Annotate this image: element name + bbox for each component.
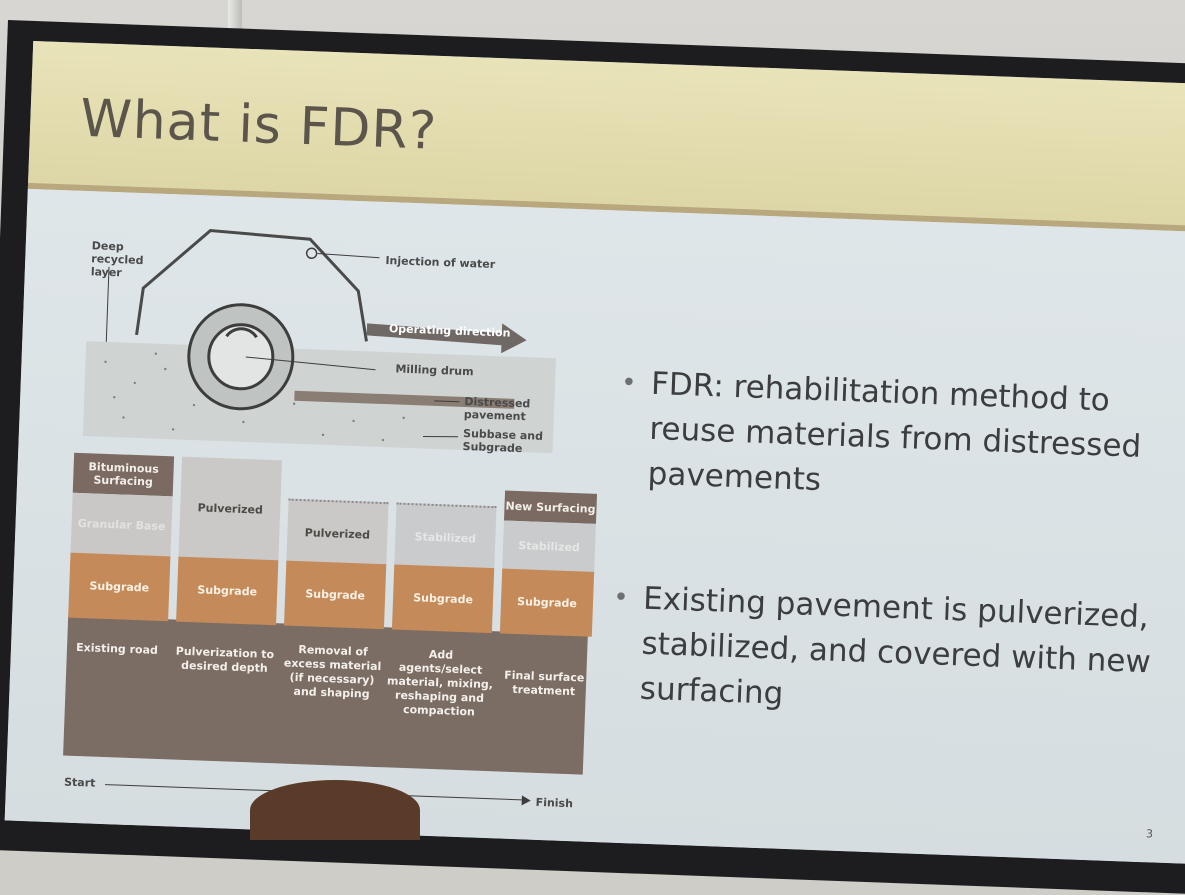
layer-new-surfacing: New Surfacing <box>503 490 598 524</box>
distressed-layer <box>294 390 515 409</box>
layer-pulverized: Pulverized <box>286 498 389 567</box>
layer-subgrade: Subgrade <box>391 564 495 634</box>
bullet-item: • Existing pavement is pulverized, stabi… <box>609 576 1174 731</box>
page-number: 3 <box>1145 827 1154 841</box>
fdr-diagram: Deep recycled layer Injection of water O… <box>29 190 598 829</box>
caption-add-agents: Add agents/select material, mixing, resh… <box>386 647 494 719</box>
label-start: Start <box>63 775 96 790</box>
display-monitor: What is FDR? <box>0 20 1185 895</box>
label-subbase: Subbase and Subgrade <box>462 426 544 456</box>
audience-head <box>250 780 420 840</box>
column-existing-road: Bituminous Surfacing Granular Base Subgr… <box>63 452 175 756</box>
layer-pulverized: Pulverized <box>178 456 283 561</box>
layer-subgrade: Subgrade <box>499 568 595 637</box>
column-add-agents: Stabilized Subgrade Add agents/select ma… <box>387 465 498 768</box>
caption-removal: Removal of excess material (if necessary… <box>283 643 382 701</box>
timeline-arrow-icon <box>521 795 531 806</box>
bullet-text: Existing pavement is pulverized, stabili… <box>639 580 1152 712</box>
bullet-list: • FDR: rehabilitation method to reuse ma… <box>606 361 1181 811</box>
bullet-dot-icon: • <box>612 582 630 614</box>
caption-existing-road: Existing road <box>75 640 159 657</box>
milling-machine-illustration <box>82 229 556 454</box>
column-pulverization: Pulverized Subgrade Pulverization to des… <box>171 456 283 760</box>
label-deep-recycled: Deep recycled layer <box>90 239 144 280</box>
layer-granular-base: Granular Base <box>70 492 173 557</box>
layer-stabilized: Stabilized <box>502 520 596 572</box>
bullet-item: • FDR: rehabilitation method to reuse ma… <box>617 361 1182 516</box>
column-removal: Pulverized Subgrade Removal of excess ma… <box>279 461 390 764</box>
caption-final-surface: Final surface treatment <box>504 668 585 699</box>
slide-body: Deep recycled layer Injection of water O… <box>4 188 1185 865</box>
slide: What is FDR? <box>4 40 1185 865</box>
label-distressed-pavement: Distressed pavement <box>463 394 531 424</box>
layer-subgrade: Subgrade <box>176 556 279 626</box>
layer-bituminous: Bituminous Surfacing <box>72 452 175 497</box>
layer-stabilized: Stabilized <box>394 502 497 571</box>
layer-subgrade: Subgrade <box>68 552 171 622</box>
bullet-text: FDR: rehabilitation method to reuse mate… <box>647 365 1142 499</box>
slide-title: What is FDR? <box>79 88 439 162</box>
machine-hood <box>135 229 368 342</box>
label-finish: Finish <box>535 795 574 811</box>
caption-pulverization: Pulverization to desired depth <box>175 644 275 675</box>
layer-subgrade: Subgrade <box>283 560 387 630</box>
bullet-dot-icon: • <box>620 367 638 399</box>
direction-arrow <box>366 323 527 354</box>
column-final-surface: New Surfacing Stabilized Subgrade Final … <box>495 469 598 772</box>
